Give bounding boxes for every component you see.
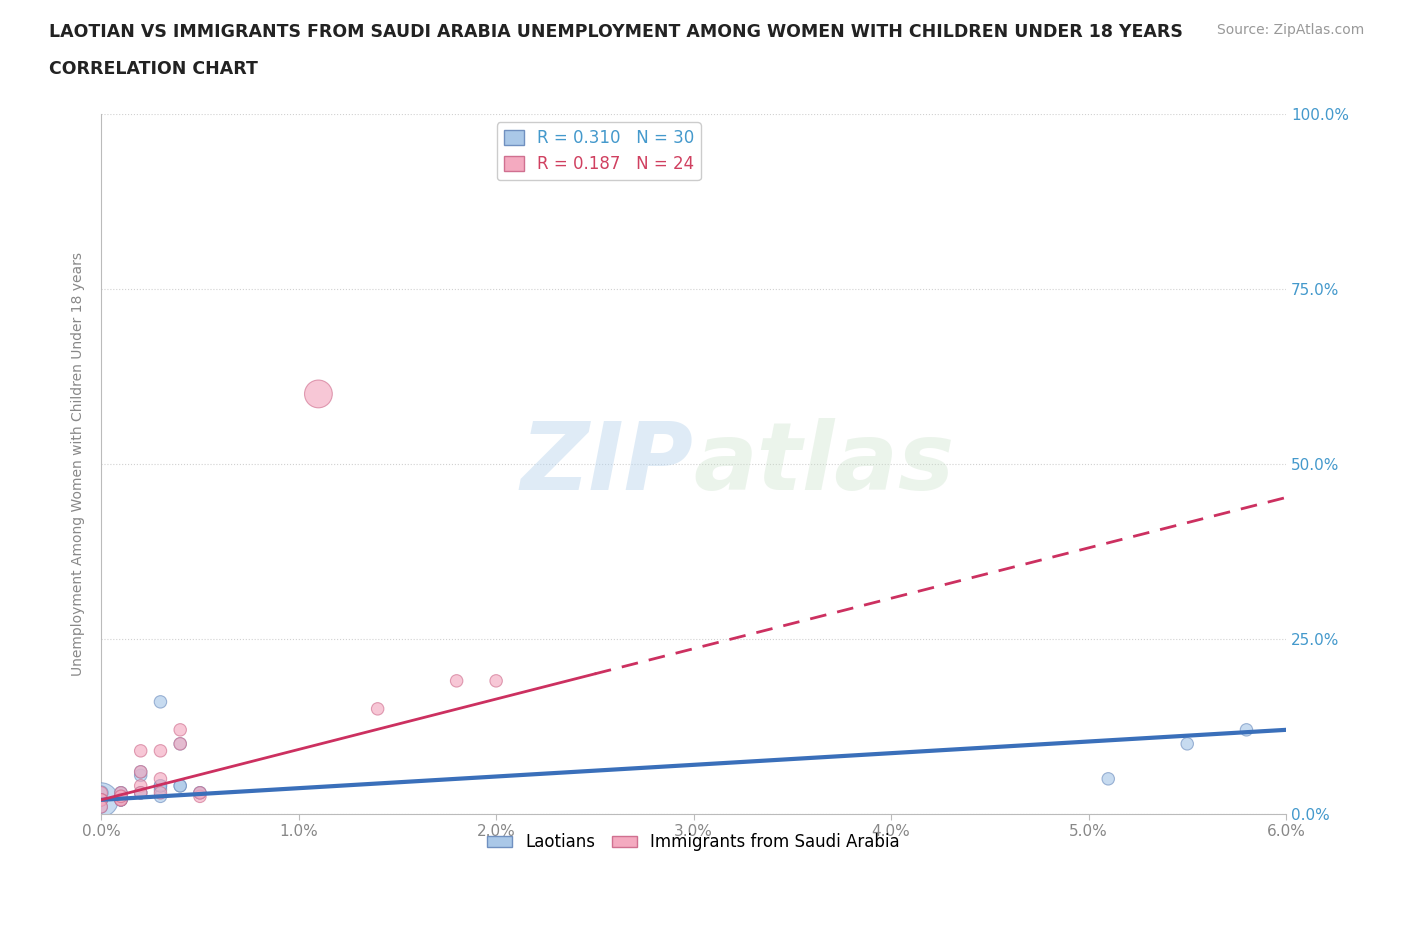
Point <box>188 786 211 801</box>
Point <box>169 737 191 751</box>
Text: Source: ZipAtlas.com: Source: ZipAtlas.com <box>1216 23 1364 37</box>
Point <box>149 786 172 801</box>
Point <box>110 792 132 807</box>
Point <box>188 786 211 801</box>
Point <box>188 789 211 804</box>
Point <box>90 792 112 807</box>
Point <box>129 786 152 801</box>
Point <box>110 792 132 807</box>
Point <box>90 792 112 807</box>
Y-axis label: Unemployment Among Women with Children Under 18 years: Unemployment Among Women with Children U… <box>72 252 86 676</box>
Point <box>110 789 132 804</box>
Point <box>149 789 172 804</box>
Point <box>169 737 191 751</box>
Point <box>169 778 191 793</box>
Point <box>129 786 152 801</box>
Point <box>485 673 508 688</box>
Legend: Laotians, Immigrants from Saudi Arabia: Laotians, Immigrants from Saudi Arabia <box>481 827 907 858</box>
Point <box>90 792 112 807</box>
Point <box>110 786 132 801</box>
Point <box>90 800 112 815</box>
Point <box>110 792 132 807</box>
Point <box>1236 723 1258 737</box>
Point <box>149 771 172 786</box>
Point <box>1097 771 1119 786</box>
Point <box>90 792 112 807</box>
Point <box>129 778 152 793</box>
Point <box>110 789 132 804</box>
Point <box>90 800 112 815</box>
Point <box>90 792 112 807</box>
Point <box>129 764 152 779</box>
Point <box>149 695 172 710</box>
Point <box>149 743 172 758</box>
Point <box>129 786 152 801</box>
Point <box>90 786 112 801</box>
Point <box>110 789 132 804</box>
Point <box>110 792 132 807</box>
Point <box>110 786 132 801</box>
Point <box>129 768 152 783</box>
Text: atlas: atlas <box>693 418 955 510</box>
Point <box>1175 737 1198 751</box>
Point <box>110 792 132 807</box>
Point <box>149 782 172 797</box>
Text: ZIP: ZIP <box>520 418 693 510</box>
Point <box>110 792 132 807</box>
Point <box>446 673 468 688</box>
Point <box>149 778 172 793</box>
Point <box>110 786 132 801</box>
Point <box>169 778 191 793</box>
Point <box>149 778 172 793</box>
Point <box>110 789 132 804</box>
Point <box>129 743 152 758</box>
Point <box>307 387 329 402</box>
Point <box>90 786 112 801</box>
Text: LAOTIAN VS IMMIGRANTS FROM SAUDI ARABIA UNEMPLOYMENT AMONG WOMEN WITH CHILDREN U: LAOTIAN VS IMMIGRANTS FROM SAUDI ARABIA … <box>49 23 1182 41</box>
Point <box>367 701 389 716</box>
Point <box>188 786 211 801</box>
Point <box>169 723 191 737</box>
Text: CORRELATION CHART: CORRELATION CHART <box>49 60 259 78</box>
Point <box>129 764 152 779</box>
